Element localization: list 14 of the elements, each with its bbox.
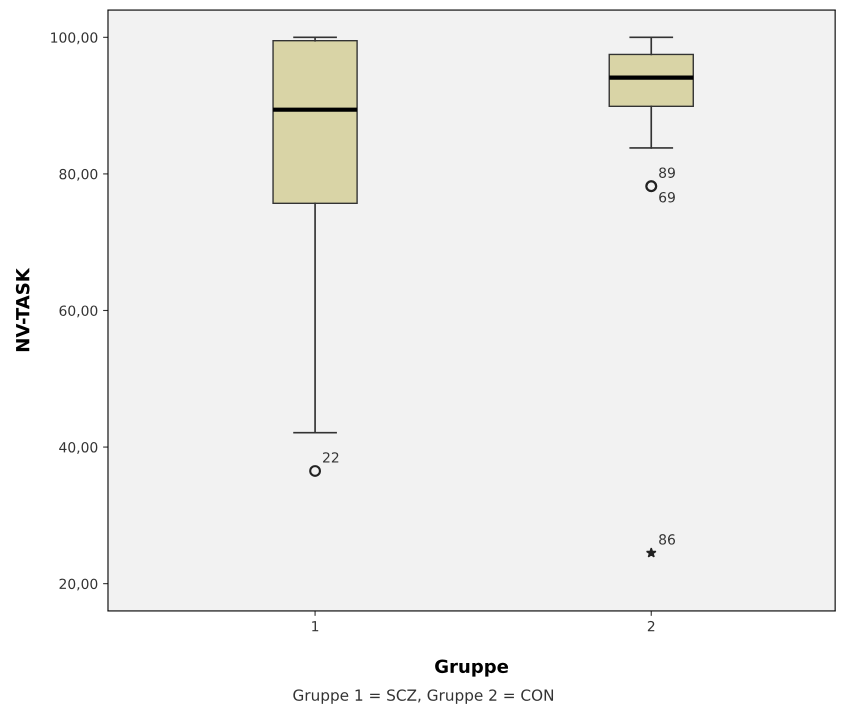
y-tick-label: 100,00 — [51, 32, 98, 44]
y-tick-label: 60,00 — [59, 305, 98, 318]
text: Gruppe 1 = SCZ, Gruppe 2 = CON — [293, 689, 554, 704]
annotation: 86 — [659, 534, 675, 545]
x-tick-label: 2 — [648, 620, 654, 632]
x-axis-title: Gruppe — [435, 659, 508, 677]
y-axis-title: NV-TASK — [16, 268, 30, 352]
y-tick-label: 80,00 — [59, 168, 98, 181]
annotation: 89 — [659, 167, 675, 178]
annotation: 69 — [659, 192, 675, 203]
y-tick-label: 40,00 — [59, 442, 98, 454]
annotation: 22 — [323, 452, 338, 463]
y-tick-label: 20,00 — [60, 578, 98, 591]
x-tick-label: 1 — [312, 621, 318, 632]
